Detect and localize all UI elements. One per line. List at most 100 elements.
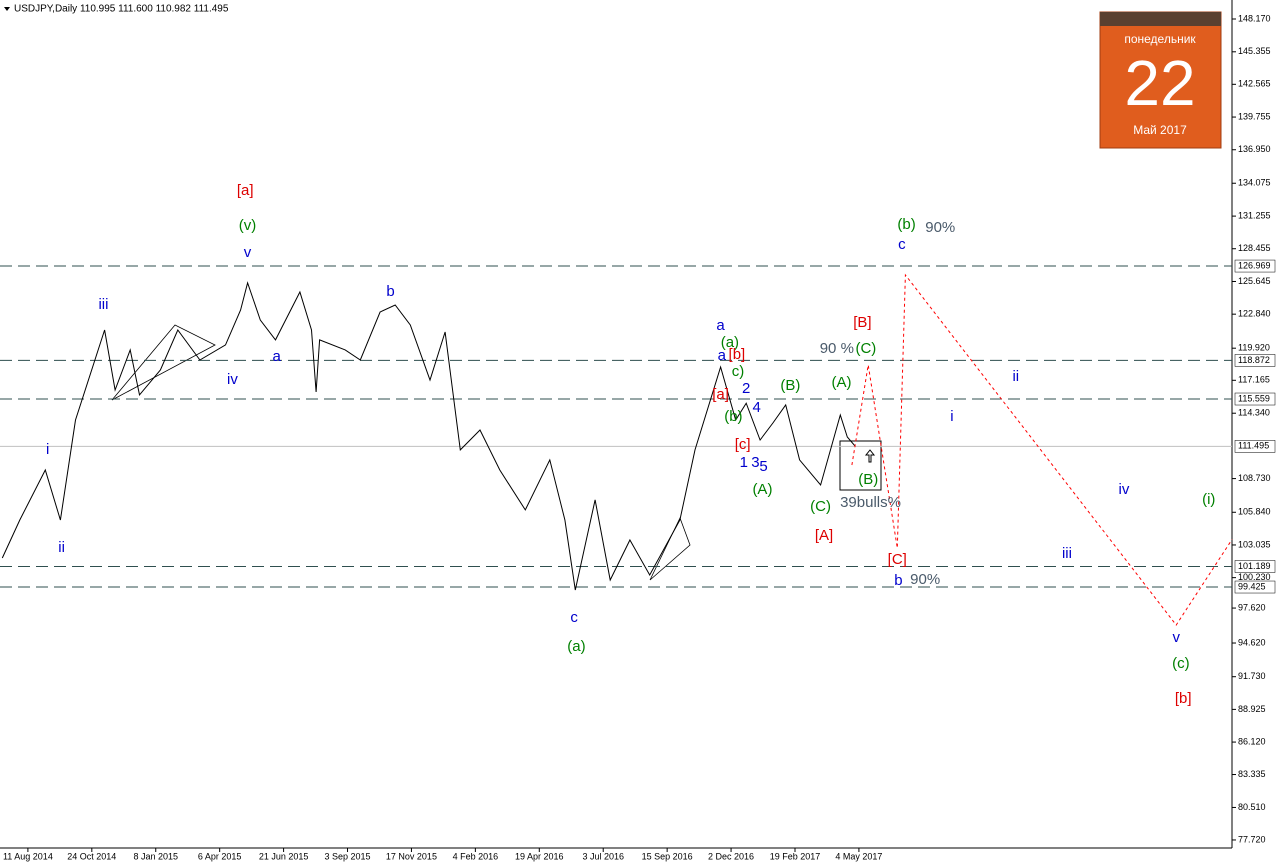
- signal-box: [839, 440, 882, 491]
- y-tick-label: 122.840: [1238, 309, 1271, 319]
- calendar-day: 22: [1124, 47, 1195, 119]
- wave-label: iv: [227, 371, 238, 388]
- wave-label: 3: [751, 454, 759, 471]
- wave-label: (c): [1172, 655, 1190, 672]
- wave-label: (C): [810, 498, 831, 515]
- wave-label: [c]: [735, 436, 751, 453]
- wave-label: c): [732, 363, 745, 380]
- wave-label: c: [570, 609, 578, 626]
- wave-label: 4: [752, 399, 760, 416]
- wave-label: (v): [239, 217, 257, 234]
- wave-label: (B): [858, 471, 878, 488]
- wave-label: 90 %: [820, 340, 854, 357]
- wave-label: b: [386, 283, 394, 300]
- wave-label: c: [898, 236, 906, 253]
- y-tick-label: 114.340: [1238, 408, 1270, 418]
- y-tick-label: 108.730: [1238, 473, 1271, 483]
- wave-label: [a]: [712, 386, 729, 403]
- level-label-box: [1234, 354, 1276, 367]
- y-tick-label: 100.230: [1238, 572, 1271, 582]
- wave-label: v: [244, 244, 252, 261]
- y-tick-label: 128.455: [1238, 243, 1271, 253]
- y-tick-label: 86.120: [1238, 736, 1266, 746]
- wave-label: b: [894, 572, 902, 589]
- wave-label: (A): [831, 374, 851, 391]
- price-line: [1, 281, 856, 591]
- calendar-body: [1099, 11, 1222, 149]
- wave-label: 90%: [910, 571, 940, 588]
- x-tick-label: 4 May 2017: [835, 851, 882, 861]
- x-tick-label: 19 Apr 2016: [515, 851, 564, 861]
- wave-label: [C]: [888, 551, 907, 568]
- wave-label: 90%: [925, 219, 955, 236]
- arrow-up: [864, 449, 876, 463]
- y-tick-label: 83.335: [1238, 769, 1266, 779]
- wave-label: (A): [752, 481, 772, 498]
- calendar-month: Май 2017: [1133, 123, 1187, 137]
- wave-label: i: [950, 408, 953, 425]
- wave-label: (B): [780, 377, 800, 394]
- x-tick-label: 11 Aug 2014: [3, 851, 53, 861]
- y-tick-label: 88.925: [1238, 704, 1266, 714]
- level-label: 115.559: [1238, 393, 1270, 403]
- level-label: 118.872: [1238, 355, 1270, 365]
- level-label-box: [1234, 580, 1276, 594]
- wave-label: (a): [721, 334, 739, 351]
- wave-label: ii: [1012, 368, 1019, 385]
- y-tick-label: 80.510: [1238, 802, 1266, 812]
- box: [839, 440, 882, 491]
- wave-label: [B]: [853, 314, 871, 331]
- wave-label: ii: [58, 539, 65, 556]
- x-tick-label: 15 Sep 2016: [642, 851, 693, 861]
- wave-label: [A]: [815, 527, 833, 544]
- wave-label: 5: [759, 458, 767, 475]
- wave-label: iv: [1118, 481, 1129, 498]
- y-tick-label: 94.620: [1238, 637, 1266, 647]
- wave-label: a: [272, 348, 281, 365]
- triangle-pattern: [111, 324, 691, 581]
- x-tick-label: 6 Apr 2015: [198, 851, 242, 861]
- y-tick-label: 139.755: [1238, 111, 1271, 121]
- menu-arrow[interactable]: [4, 7, 10, 11]
- x-tick-label: 4 Feb 2016: [453, 851, 499, 861]
- y-tick-label: 91.730: [1238, 671, 1266, 681]
- y-tick-label: 136.950: [1238, 144, 1271, 154]
- wave-label: [b]: [1175, 690, 1192, 707]
- y-tick-label: 105.840: [1238, 507, 1271, 517]
- wave-label: (b): [724, 408, 742, 425]
- level-label: 111.495: [1238, 441, 1269, 451]
- y-tick-label: 77.720: [1238, 834, 1266, 844]
- x-tick-label: 21 Jun 2015: [259, 851, 309, 861]
- x-tick-label: 3 Sep 2015: [324, 851, 370, 861]
- wave-label: (C): [855, 340, 876, 357]
- calendar-rings: [1100, 12, 1221, 26]
- level-label-box: [1234, 560, 1276, 573]
- level-label: 99.425: [1238, 581, 1266, 591]
- wave-label: 39bulls%: [840, 494, 901, 511]
- y-tick-label: 145.355: [1238, 46, 1271, 56]
- y-tick-label: 97.620: [1238, 602, 1266, 612]
- wave-label: 1: [740, 454, 748, 471]
- wave-label: [a]: [237, 182, 254, 199]
- x-tick-label: 3 Jul 2016: [582, 851, 624, 861]
- y-tick-label: 134.075: [1238, 178, 1271, 188]
- wave-label: 2: [742, 380, 750, 397]
- level-label-box: [1234, 259, 1276, 273]
- x-tick-label: 19 Feb 2017: [770, 851, 821, 861]
- chart-header: USDJPY,Daily 110.995 111.600 110.982 111…: [14, 4, 229, 15]
- level-label: 101.189: [1238, 561, 1271, 571]
- y-tick-label: 117.165: [1238, 375, 1270, 385]
- y-tick-label: 125.645: [1238, 276, 1271, 286]
- wave-label: a: [718, 347, 727, 364]
- y-tick-label: 103.035: [1238, 539, 1271, 549]
- wave-label: (a): [567, 638, 585, 655]
- wave-label: (b): [897, 216, 915, 233]
- y-tick-label: 148.170: [1238, 13, 1271, 23]
- y-tick-label: 131.255: [1238, 210, 1271, 220]
- level-label: 126.969: [1238, 260, 1271, 270]
- x-tick-label: 17 Nov 2015: [386, 851, 437, 861]
- wave-label: i: [46, 441, 49, 458]
- y-tick-label: 119.920: [1238, 343, 1270, 353]
